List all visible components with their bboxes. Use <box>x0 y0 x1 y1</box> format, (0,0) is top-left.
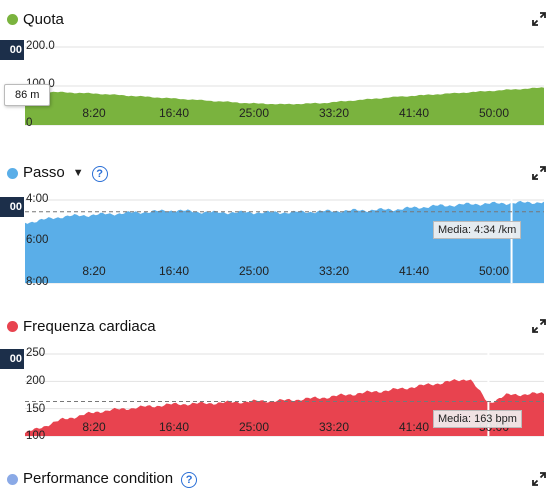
section-header: Performance condition? <box>0 467 554 491</box>
section-passo: Passo ▼? 8:20 16:40 25:00 33:20 41:40 50:00 00… <box>0 161 554 291</box>
x-tick-label: 41:40 <box>399 420 429 434</box>
x-tick-label: 50:00 <box>479 264 509 278</box>
legend-dot-icon <box>7 13 18 25</box>
chart-svg: 8:20 16:40 25:00 33:20 41:40 50:00 <box>25 196 544 284</box>
x-tick-label: 16:40 <box>159 420 189 434</box>
y-tick-label: 150 <box>26 403 46 415</box>
series-area <box>25 87 544 125</box>
y-tick-label: 100 <box>26 430 46 442</box>
y-tick-label: 200.0 <box>26 40 55 52</box>
section-title: Quota <box>23 10 64 28</box>
section-header: Frequenza cardiaca <box>0 314 554 338</box>
expand-arrows-icon[interactable] <box>532 472 546 486</box>
section-title: Passo ▼? <box>23 164 108 182</box>
chart-quota: 8:20 16:40 25:00 33:20 41:40 50:00 <box>0 37 554 135</box>
x-tick-label: 25:00 <box>239 106 269 120</box>
value-tooltip: 86 m <box>4 84 51 106</box>
caret-down-icon[interactable]: ▼ <box>72 167 84 180</box>
y-tick-label: 200 <box>26 375 46 387</box>
section-frequenza-cardiaca: Frequenza cardiaca 8:20 16:40 25:00 33:20 41… <box>0 314 554 444</box>
y-tick-label: 4:00 <box>26 193 49 205</box>
y-tick-label: 0 <box>26 117 33 129</box>
section-header: Quota <box>0 7 554 31</box>
section-title-text: Passo <box>23 164 65 182</box>
chart-passo: 8:20 16:40 25:00 33:20 41:40 50:00 <box>0 195 554 291</box>
section-title: Frequenza cardiaca <box>23 317 156 335</box>
series-area <box>25 379 544 436</box>
y-tick-label: 6:00 <box>26 234 49 246</box>
y-tick-label: 250 <box>26 347 46 359</box>
y-tick-label: 8:00 <box>26 276 49 288</box>
question-circle-icon[interactable]: ? <box>91 165 108 182</box>
x-tick-label: 16:40 <box>159 106 189 120</box>
x-tick-label: 50:00 <box>479 106 509 120</box>
average-label: Media: 163 bpm <box>433 410 522 428</box>
axis-cursor-badge: 00 <box>0 197 24 217</box>
section-title: Performance condition? <box>23 470 198 488</box>
legend-dot-icon <box>7 167 18 179</box>
expand-arrows-icon[interactable] <box>532 319 546 333</box>
x-tick-label: 33:20 <box>319 264 349 278</box>
expand-arrows-icon[interactable] <box>532 12 546 26</box>
x-tick-label: 8:20 <box>82 106 106 120</box>
chart-svg: 8:20 16:40 25:00 33:20 41:40 50:00 <box>25 46 544 126</box>
average-label: Media: 4:34 /km <box>433 221 522 239</box>
x-tick-label: 25:00 <box>239 420 269 434</box>
x-tick-label: 8:20 <box>82 264 106 278</box>
legend-dot-icon <box>7 320 18 332</box>
section-performance-condition: Performance condition? <box>0 467 554 491</box>
legend-dot-icon <box>7 473 18 485</box>
x-tick-label: 16:40 <box>159 264 189 278</box>
x-tick-label: 33:20 <box>319 106 349 120</box>
x-tick-label: 25:00 <box>239 264 269 278</box>
section-header: Passo ▼? <box>0 161 554 185</box>
axis-cursor-badge: 00 <box>0 40 24 60</box>
x-tick-label: 8:20 <box>82 420 106 434</box>
section-title-text: Performance condition <box>23 470 174 488</box>
section-quota: Quota 8:20 16:40 25:00 33:20 41:40 50:00 00 2… <box>0 7 554 135</box>
x-tick-label: 41:40 <box>399 106 429 120</box>
axis-cursor-badge: 00 <box>0 349 24 369</box>
x-tick-label: 41:40 <box>399 264 429 278</box>
expand-arrows-icon[interactable] <box>532 166 546 180</box>
series-area <box>25 200 544 283</box>
x-tick-label: 33:20 <box>319 420 349 434</box>
